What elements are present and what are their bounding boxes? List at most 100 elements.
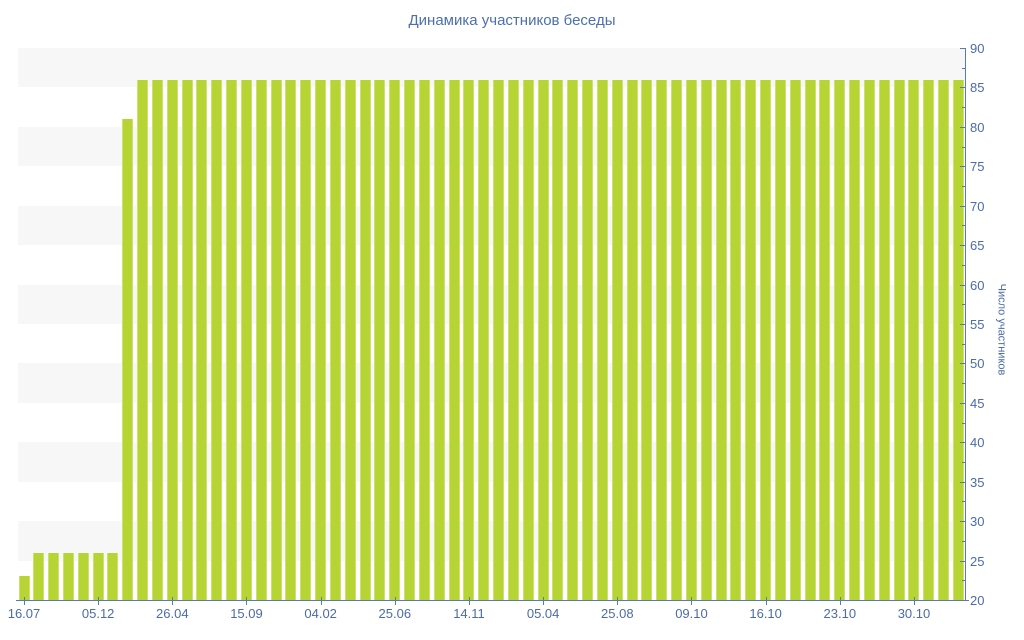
- bar[interactable]: [285, 79, 297, 600]
- x-tick-mark: [765, 597, 767, 605]
- bar[interactable]: [300, 79, 312, 600]
- bar[interactable]: [359, 79, 371, 600]
- bar[interactable]: [567, 79, 579, 600]
- x-tick-label: 04.02: [304, 606, 337, 621]
- bar[interactable]: [730, 79, 742, 600]
- bar[interactable]: [507, 79, 519, 600]
- bar[interactable]: [196, 79, 208, 600]
- y-tick-mark: [960, 521, 966, 523]
- bar[interactable]: [344, 79, 356, 600]
- x-tick-mark: [320, 597, 322, 605]
- bar[interactable]: [255, 79, 267, 600]
- bar[interactable]: [923, 79, 935, 600]
- bar[interactable]: [760, 79, 772, 600]
- bar[interactable]: [315, 79, 327, 600]
- y-tick-mark: [960, 324, 966, 325]
- bar[interactable]: [270, 79, 282, 600]
- x-tick-label: 16.10: [749, 606, 782, 621]
- y-minor-tick-mark: [962, 225, 965, 227]
- bar[interactable]: [938, 79, 950, 600]
- bar[interactable]: [596, 79, 608, 600]
- bar[interactable]: [774, 79, 786, 600]
- bar[interactable]: [48, 552, 60, 600]
- x-tick-mark: [617, 597, 619, 605]
- bar[interactable]: [433, 79, 445, 600]
- y-tick-mark: [960, 402, 966, 404]
- bar[interactable]: [715, 79, 727, 600]
- bar[interactable]: [211, 79, 223, 600]
- y-tick-mark: [960, 166, 966, 168]
- bar[interactable]: [493, 79, 505, 600]
- bar[interactable]: [582, 79, 594, 600]
- bar[interactable]: [226, 79, 238, 600]
- bar[interactable]: [448, 79, 460, 600]
- y-minor-tick-mark: [962, 146, 965, 148]
- bar[interactable]: [374, 79, 386, 600]
- bar[interactable]: [478, 79, 490, 600]
- bar[interactable]: [656, 79, 668, 600]
- x-axis-line: [16, 600, 969, 601]
- bar[interactable]: [834, 79, 846, 600]
- y-tick-label: 70: [970, 198, 985, 214]
- bar[interactable]: [463, 79, 475, 600]
- bar[interactable]: [819, 79, 831, 600]
- y-tick-mark: [960, 245, 966, 247]
- bar[interactable]: [804, 79, 816, 600]
- y-tick-mark: [960, 126, 966, 128]
- bar[interactable]: [404, 79, 416, 600]
- bar[interactable]: [151, 79, 163, 600]
- bar[interactable]: [849, 79, 861, 600]
- x-tick-mark: [394, 597, 396, 605]
- bar[interactable]: [18, 576, 30, 600]
- bar[interactable]: [137, 79, 149, 600]
- x-tick-label: 25.08: [601, 606, 634, 621]
- bar[interactable]: [685, 79, 697, 600]
- y-axis-title: Число участников: [995, 283, 1008, 376]
- bar[interactable]: [166, 79, 178, 600]
- bar[interactable]: [329, 79, 341, 600]
- x-tick-label: 14.11: [453, 606, 485, 621]
- y-tick-mark: [960, 87, 966, 89]
- y-tick-label: 30: [970, 514, 985, 530]
- x-tick-label: 23.10: [823, 606, 857, 621]
- bar[interactable]: [700, 79, 712, 600]
- bar[interactable]: [122, 118, 134, 600]
- bar[interactable]: [418, 79, 430, 600]
- bar[interactable]: [626, 79, 638, 600]
- y-minor-tick-mark: [962, 304, 965, 306]
- bar[interactable]: [908, 79, 920, 600]
- bar[interactable]: [893, 79, 905, 600]
- bar[interactable]: [33, 552, 45, 600]
- y-tick-label: 60: [970, 277, 985, 293]
- bar[interactable]: [671, 79, 683, 600]
- bar[interactable]: [389, 79, 401, 600]
- y-tick-mark: [960, 284, 966, 286]
- bar[interactable]: [552, 79, 564, 600]
- bar[interactable]: [240, 79, 252, 600]
- bar[interactable]: [522, 79, 534, 600]
- bar[interactable]: [641, 79, 653, 600]
- bar[interactable]: [181, 79, 193, 600]
- bar[interactable]: [878, 79, 890, 600]
- bar[interactable]: [789, 79, 801, 600]
- y-minor-tick-mark: [962, 264, 965, 266]
- bar[interactable]: [745, 79, 757, 600]
- bar[interactable]: [62, 552, 74, 600]
- y-tick-mark: [960, 560, 966, 562]
- x-tick-label: 05.04: [526, 606, 560, 621]
- y-tick-label: 90: [970, 41, 985, 56]
- y-tick-mark: [960, 205, 966, 207]
- bar[interactable]: [92, 552, 104, 600]
- x-tick-mark: [913, 597, 915, 605]
- bar[interactable]: [77, 552, 89, 600]
- bar[interactable]: [611, 79, 623, 600]
- y-minor-tick-mark: [962, 107, 965, 109]
- bar[interactable]: [952, 79, 964, 600]
- x-tick-label: 16.07: [7, 606, 41, 621]
- bar[interactable]: [107, 552, 119, 600]
- y-minor-tick-mark: [962, 540, 965, 542]
- y-minor-tick-mark: [962, 67, 965, 69]
- bar[interactable]: [537, 79, 549, 600]
- bar[interactable]: [863, 79, 875, 600]
